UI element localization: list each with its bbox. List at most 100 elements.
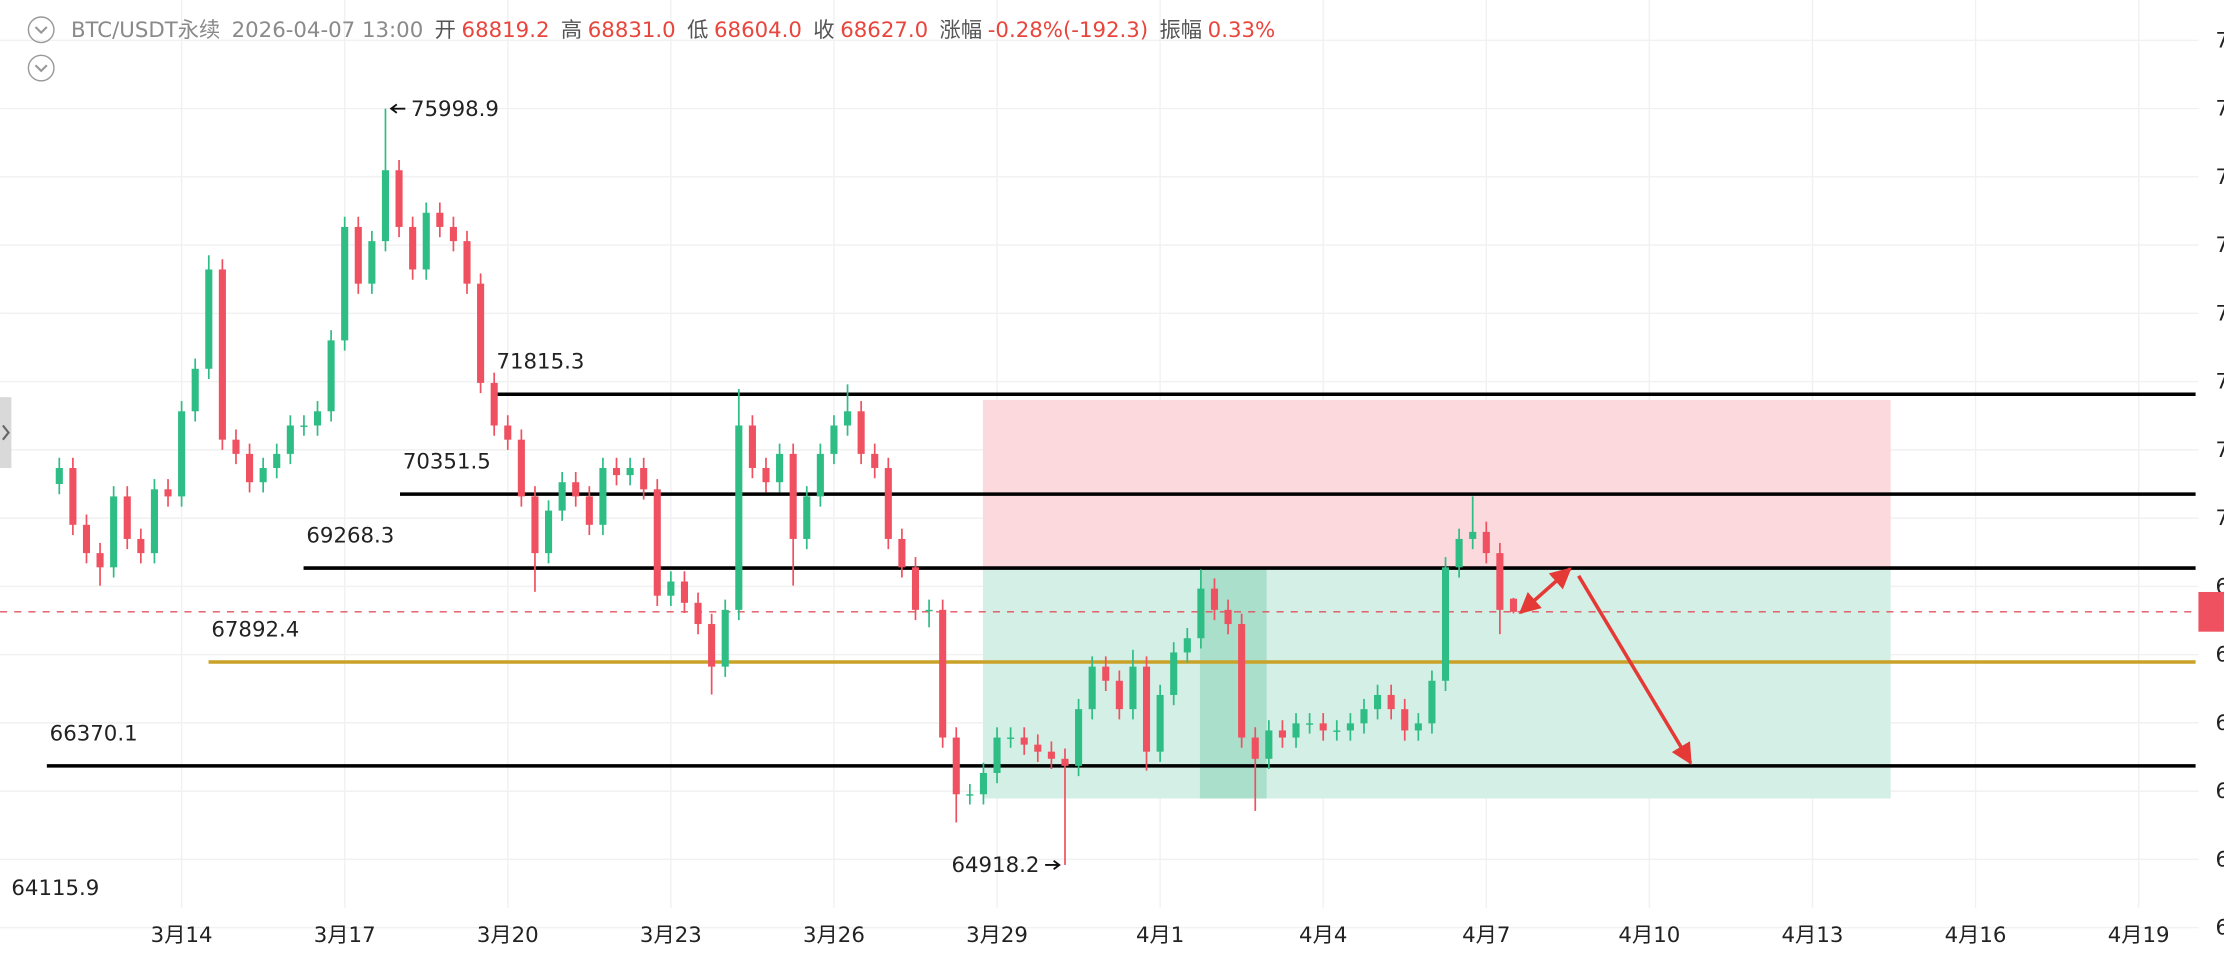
candle xyxy=(626,457,634,486)
y-tick-label: 64000 xyxy=(2215,916,2224,941)
candle-body xyxy=(341,226,349,341)
candle xyxy=(1374,684,1382,720)
candle xyxy=(708,613,716,695)
x-tick-label: 4月4 xyxy=(1299,923,1347,948)
candle-body xyxy=(381,170,390,242)
candle-body xyxy=(667,581,675,596)
arrow xyxy=(1518,567,1572,615)
candle-body xyxy=(979,772,987,795)
candle-body xyxy=(1333,730,1341,732)
candle xyxy=(436,202,444,238)
field-label: 低 xyxy=(687,18,708,43)
candle-body xyxy=(82,524,91,554)
expand-button[interactable] xyxy=(27,54,55,82)
candle xyxy=(1292,713,1300,748)
candle xyxy=(1238,613,1246,748)
candle xyxy=(286,415,294,465)
candle xyxy=(449,216,457,252)
candle-body xyxy=(748,425,756,469)
candle-body xyxy=(1007,737,1015,739)
candle-body xyxy=(218,269,226,440)
candle xyxy=(150,479,158,564)
candle xyxy=(1387,684,1395,720)
header: BTC/USDT永续 2026-04-07 13:00 开 68819.2 高 68831… xyxy=(71,18,1275,43)
candle-body xyxy=(368,241,376,284)
x-tick-label: 3月29 xyxy=(966,923,1028,948)
candle-body xyxy=(1102,666,1110,681)
y-tick-label: 67000 xyxy=(2215,711,2224,736)
candle xyxy=(1496,542,1504,635)
candle-body xyxy=(490,382,498,426)
candle-body xyxy=(1129,666,1137,710)
candle xyxy=(531,486,539,592)
candle-body xyxy=(789,453,797,539)
candle xyxy=(1469,496,1477,550)
candle xyxy=(1007,727,1015,748)
candle xyxy=(1333,720,1341,741)
candle-body xyxy=(1210,588,1219,610)
candle-body xyxy=(1469,531,1477,539)
candle-body xyxy=(857,411,865,454)
candle xyxy=(1102,656,1110,692)
candle xyxy=(952,727,960,823)
candle xyxy=(82,514,91,564)
candle xyxy=(680,571,689,614)
candle xyxy=(925,599,933,628)
candle xyxy=(1210,578,1219,621)
candle-body xyxy=(150,489,158,554)
candle xyxy=(191,358,199,422)
candle-body xyxy=(1224,609,1232,625)
field-value: 68627.0 xyxy=(840,18,928,43)
candle-body xyxy=(246,453,254,483)
candle xyxy=(110,486,118,578)
y-tick-label: 65000 xyxy=(2215,847,2224,872)
candle xyxy=(300,415,308,436)
candle xyxy=(55,457,63,495)
y-tick-label: 66000 xyxy=(2215,779,2224,804)
candle xyxy=(884,457,892,550)
candle xyxy=(341,216,349,351)
candle-body xyxy=(816,453,824,497)
current-price-tag xyxy=(2198,591,2224,632)
candle xyxy=(1251,727,1259,811)
candle xyxy=(1142,656,1151,771)
candle-body xyxy=(1360,709,1368,724)
candle-body xyxy=(653,489,661,596)
candle xyxy=(1156,684,1164,762)
x-tick-label: 4月7 xyxy=(1462,923,1510,948)
candle xyxy=(1183,628,1191,663)
candle-body xyxy=(1278,730,1286,738)
candle-body xyxy=(1509,598,1518,612)
field-label: 振幅 xyxy=(1159,18,1202,43)
y-tick-label: 76000 xyxy=(2215,97,2224,122)
candle xyxy=(1061,748,1069,865)
candle xyxy=(273,443,281,479)
candle xyxy=(1088,656,1096,720)
candle xyxy=(803,486,811,550)
candle-body xyxy=(1455,538,1463,568)
candle-body xyxy=(585,496,593,525)
candle-body xyxy=(545,510,553,554)
x-tick-label: 4月16 xyxy=(1945,923,2007,948)
candle-body xyxy=(1238,624,1246,738)
candle xyxy=(490,372,498,436)
low-arrow xyxy=(1045,859,1061,870)
candle xyxy=(1482,521,1490,564)
candle-body xyxy=(1061,758,1069,766)
candles xyxy=(55,108,1518,865)
x-tick-label: 4月1 xyxy=(1136,923,1184,948)
candle xyxy=(911,557,920,621)
candle xyxy=(1401,698,1409,741)
candle-body xyxy=(776,453,784,483)
candle xyxy=(816,443,824,507)
candle xyxy=(830,415,838,465)
candle xyxy=(178,401,186,507)
candle xyxy=(69,457,77,536)
candle xyxy=(789,443,797,586)
candle xyxy=(694,592,702,635)
candle-body xyxy=(409,226,417,270)
candle-body xyxy=(939,609,947,738)
side-handle[interactable] xyxy=(0,397,12,469)
candle xyxy=(1278,720,1286,748)
collapse-button[interactable] xyxy=(27,16,55,44)
